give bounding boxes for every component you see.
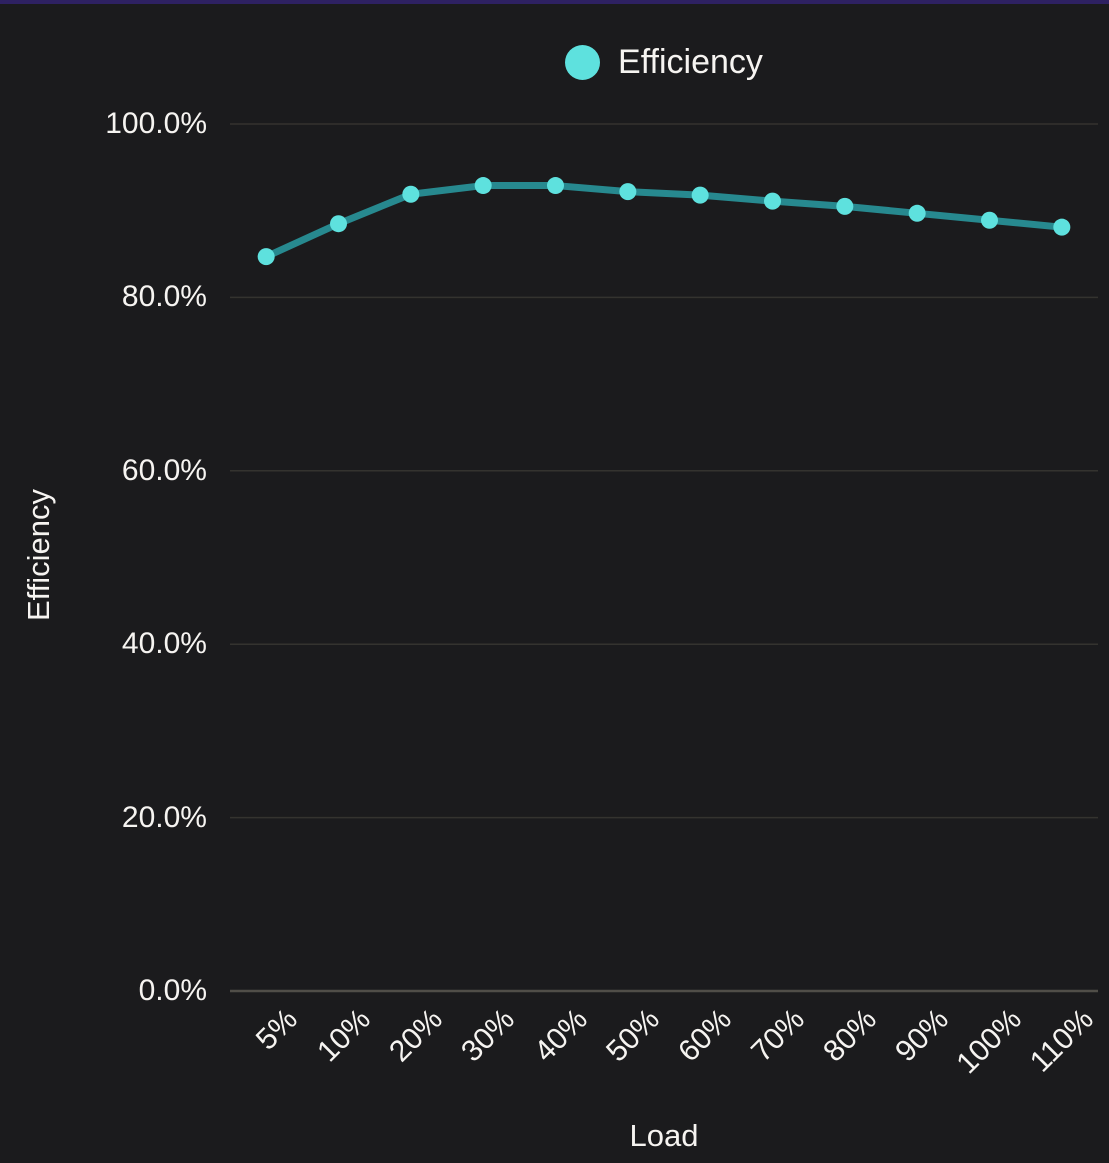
chart-legend: Efficiency	[230, 36, 1098, 88]
series-line	[262, 182, 1066, 261]
legend-item-efficiency[interactable]: Efficiency	[565, 43, 763, 82]
legend-item-label: Efficiency	[618, 42, 763, 81]
y-tick-label: 100.0%	[105, 107, 207, 140]
circle-icon	[565, 44, 601, 80]
accent-bar	[0, 0, 1109, 4]
data-point	[981, 211, 998, 229]
data-point	[619, 183, 637, 201]
data-point	[1053, 218, 1071, 236]
y-tick-label: 0.0%	[138, 974, 207, 1007]
data-point	[474, 177, 492, 195]
y-tick-label: 40.0%	[121, 627, 207, 661]
y-tick-label: 80.0%	[121, 280, 207, 314]
y-axis-title: Efficiency	[21, 488, 56, 622]
x-axis-title: Load	[629, 1118, 699, 1153]
data-point	[836, 197, 854, 215]
data-point	[764, 192, 781, 210]
y-tick-label: 20.0%	[121, 800, 207, 834]
data-point	[257, 248, 275, 266]
y-tick-label: 60.0%	[121, 453, 207, 487]
data-point	[547, 177, 564, 195]
data-point	[402, 185, 420, 203]
data-point	[691, 186, 709, 204]
data-point	[330, 215, 347, 233]
data-point	[908, 204, 926, 222]
